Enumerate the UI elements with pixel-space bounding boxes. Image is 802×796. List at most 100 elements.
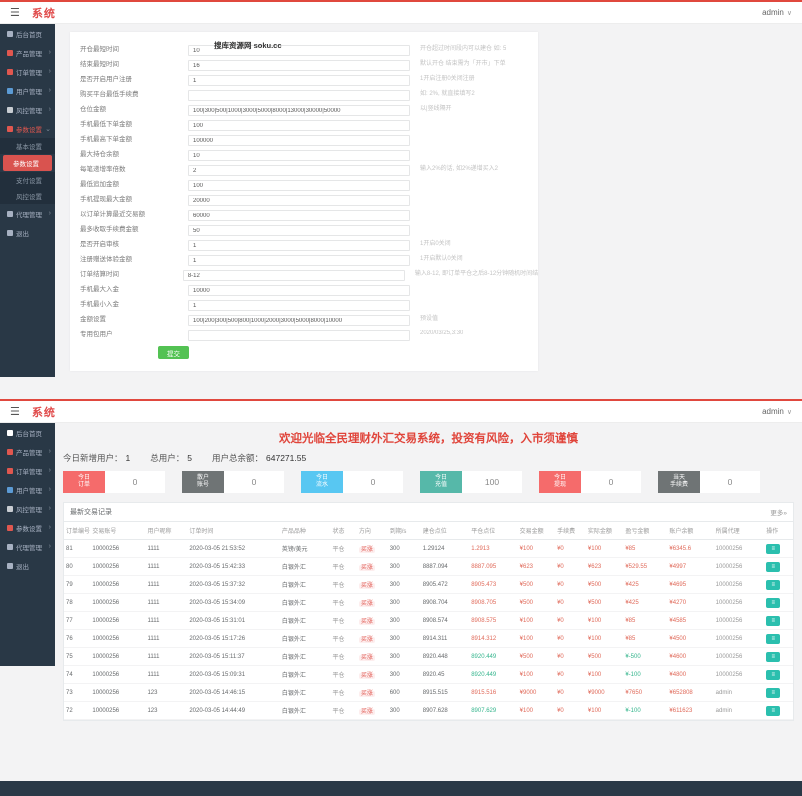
field-input[interactable] [188,315,410,326]
field-input[interactable] [188,75,410,86]
cell-open: 8914.311 [420,629,470,648]
field-input[interactable] [188,135,410,146]
cell-fee: ¥0 [555,593,586,612]
cell-product: 白银外汇 [279,683,331,702]
user-menu[interactable]: admin [762,407,792,416]
cell-product: 白银外汇 [279,557,331,576]
cell-profit: ¥85 [623,611,668,630]
direction-badge: 买涨 [358,583,375,589]
field-wrap [188,219,410,237]
field-input[interactable] [188,330,410,341]
submit-button[interactable]: 提交 [158,346,189,359]
sidebar-subitem-param-settings[interactable]: 参数设置 [3,155,52,171]
field-input[interactable] [188,285,410,296]
field-input[interactable] [188,240,410,251]
view-order-button[interactable]: ≡ [766,543,781,554]
sidebar-item-orders[interactable]: 订单管理 › [0,461,55,480]
sidebar-item-products[interactable]: 产品管理 › [0,442,55,461]
logout-icon [7,562,13,569]
field-input[interactable] [188,300,410,311]
cell-agent: admin [713,701,765,720]
field-wrap [188,204,410,222]
view-order-button[interactable]: ≡ [766,687,781,698]
field-input[interactable] [188,150,410,161]
form-row: 金额设置 预设值 [70,310,538,326]
stat-box-label-line2: 订单 [77,482,90,488]
sidebar-item-settings[interactable]: 参数设置 ⌄ [0,119,55,138]
sidebar-item-dashboard[interactable]: 后台首页 [0,423,55,442]
sidebar-item-risk[interactable]: 风控管理 › [0,499,55,518]
home-icon [7,429,13,436]
cell-open: 8905.472 [420,575,470,594]
direction-badge: 买涨 [358,565,375,571]
field-input[interactable] [188,225,410,236]
field-hint: 输入8-12, 即订单平仓之后8-12分钟随机时间结算 [414,271,538,277]
sidebar-item-dashboard[interactable]: 后台首页 [0,24,55,43]
stat-box-label: 散户 账号 [182,471,224,493]
field-input[interactable] [188,120,410,131]
view-order-button[interactable]: ≡ [766,651,781,662]
stat-value: 647271.55 [266,453,307,463]
view-order-button[interactable]: ≡ [766,561,781,572]
user-menu[interactable]: admin [762,8,792,17]
view-order-button[interactable]: ≡ [766,705,781,716]
view-order-button[interactable]: ≡ [766,597,781,608]
field-label: 仓位金额 [80,105,106,113]
field-input[interactable] [188,105,410,116]
view-order-icon: ≡ [771,707,776,714]
sidebar-subitem-pay-settings[interactable]: 支付设置 [0,172,55,188]
field-wrap [188,234,410,252]
cell-close: 8907.629 [469,701,518,720]
sidebar-item-logout[interactable]: 退出 [0,223,55,242]
field-input[interactable] [188,180,410,191]
cell-balance: ¥4800 [667,665,714,684]
field-input[interactable] [182,270,405,281]
cell-period: 300 [387,593,421,612]
field-label: 以订单计算最近交易额 [80,210,145,218]
table-row: 75 10000256 1111 2020-03-05 15:11:37 白银外汇 平仓买… [64,647,793,666]
sidebar-item-label: 后台首页 [16,31,42,39]
field-input[interactable] [188,165,410,176]
sidebar-item-agents[interactable]: 代理管理 › [0,204,55,223]
chevron-icon: › [48,68,51,75]
stat-box: 今日 充值 100 [420,471,522,493]
sidebar-item-agents[interactable]: 代理管理 › [0,537,55,556]
view-order-button[interactable]: ≡ [766,579,781,590]
cell-actual: ¥500 [585,575,624,594]
field-label: 最低追加金额 [80,180,119,188]
field-label: 手机最低下单金额 [80,120,132,128]
more-link[interactable]: 更多» [770,510,787,517]
sidebar-subitem-risk-settings[interactable]: 风控设置 [0,188,55,204]
sidebar-item-orders[interactable]: 订单管理 › [0,62,55,81]
sidebar-item-settings[interactable]: 参数设置 › [0,518,55,537]
field-label: 最多收取手续费金额 [80,225,139,233]
field-input[interactable] [188,255,410,266]
cell-period: 300 [387,611,421,630]
field-input[interactable] [188,90,410,101]
menu-icon[interactable] [10,405,20,418]
view-order-button[interactable]: ≡ [766,669,781,680]
sidebar-item-logout[interactable]: 退出 [0,556,55,575]
sidebar-subitem-basic-settings[interactable]: 基本设置 [0,138,55,154]
form-row: 专用包用户 2020/03/25,3:30 [70,325,538,341]
column-header-open: 建仓点位 [420,522,470,540]
cell-op: ≡ [764,629,793,648]
field-input[interactable] [188,45,410,56]
sidebar-item-users[interactable]: 用户管理 › [0,81,55,100]
field-input[interactable] [188,195,410,206]
menu-icon[interactable] [10,6,20,19]
view-order-button[interactable]: ≡ [766,615,781,626]
cell-status: 平仓 [330,575,357,594]
sidebar-item-risk[interactable]: 风控管理 › [0,100,55,119]
field-input[interactable] [188,60,410,71]
cell-status: 平仓 [330,683,357,702]
cell-balance: ¥4500 [667,629,714,648]
field-input[interactable] [188,210,410,221]
view-order-button[interactable]: ≡ [766,633,781,644]
field-wrap [188,189,410,207]
cell-nick: 1111 [145,575,188,594]
sidebar-item-users[interactable]: 用户管理 › [0,480,55,499]
app-logo: 系统 [31,7,56,20]
sidebar-item-products[interactable]: 产品管理 › [0,43,55,62]
field-wrap [188,249,410,267]
